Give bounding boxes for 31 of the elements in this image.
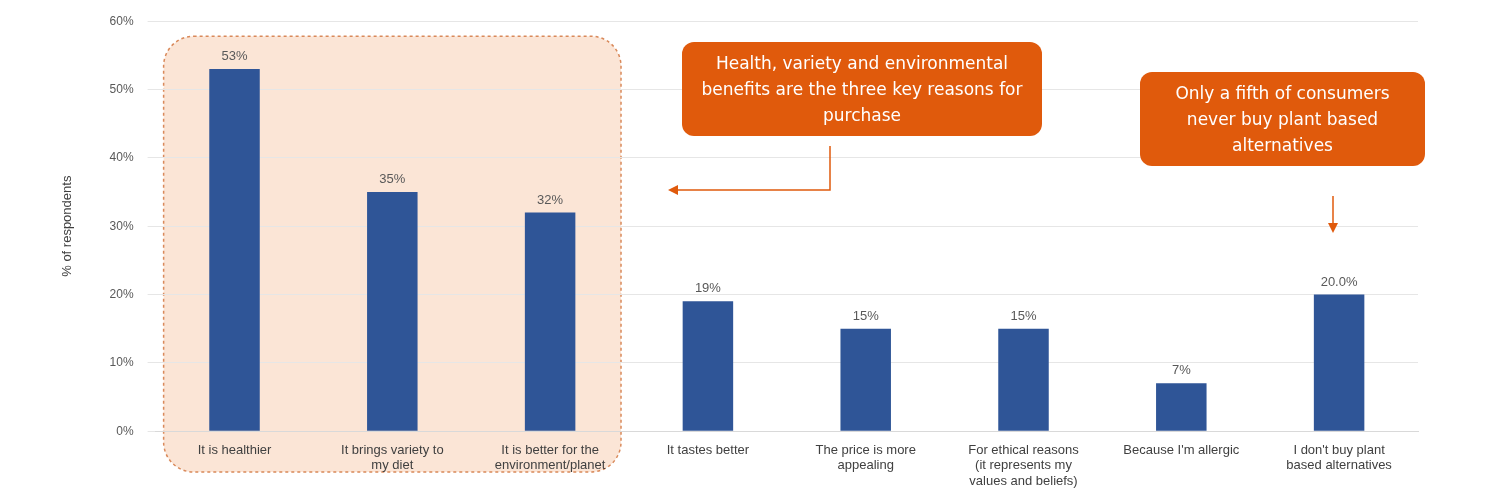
y-tick-label: 50%: [109, 81, 134, 96]
bar: [682, 301, 734, 431]
x-tick-label: The price is more appealing: [815, 441, 916, 473]
data-label: 7%: [1171, 362, 1192, 378]
bar: [1313, 294, 1365, 431]
bar: [1156, 383, 1207, 431]
y-tick-label: 60%: [109, 13, 134, 28]
y-tick-label: 20%: [109, 286, 134, 301]
y-tick-label: 10%: [109, 355, 134, 370]
data-label: 15%: [852, 307, 880, 323]
callout-box: Health, variety and environmental benefits are the three key reasons for purchase: [682, 42, 1042, 136]
x-tick-label: It is healthier: [197, 441, 273, 457]
y-tick-label: 0%: [116, 423, 134, 438]
x-tick-label: Because I'm allergic: [1123, 441, 1240, 457]
data-label: 35%: [379, 171, 406, 187]
x-tick-label: It is better for the environment/planet: [494, 441, 606, 473]
x-tick-label: For ethical reasons (it represents my values and beliefs): [968, 441, 1080, 488]
data-label: 19%: [694, 280, 722, 296]
bar: [840, 328, 891, 431]
y-axis-title: % of respondents: [59, 175, 75, 277]
data-label: 15%: [1010, 307, 1037, 323]
x-tick-label: It brings variety to my diet: [341, 441, 444, 473]
y-tick-label: 30%: [109, 218, 134, 233]
data-label: 20.0%: [1320, 273, 1358, 289]
x-tick-label: I don't buy plant based alternatives: [1286, 441, 1393, 473]
bar: [998, 328, 1049, 431]
data-label: 53%: [221, 48, 248, 64]
callout-box: Only a fifth of consumers never buy plant based alternatives: [1140, 72, 1425, 166]
x-tick-label: It tastes better: [666, 441, 750, 457]
data-label: 32%: [537, 191, 564, 207]
y-tick-label: 40%: [109, 150, 134, 165]
